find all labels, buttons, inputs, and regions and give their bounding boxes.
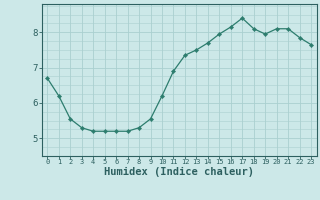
X-axis label: Humidex (Indice chaleur): Humidex (Indice chaleur) [104, 167, 254, 177]
